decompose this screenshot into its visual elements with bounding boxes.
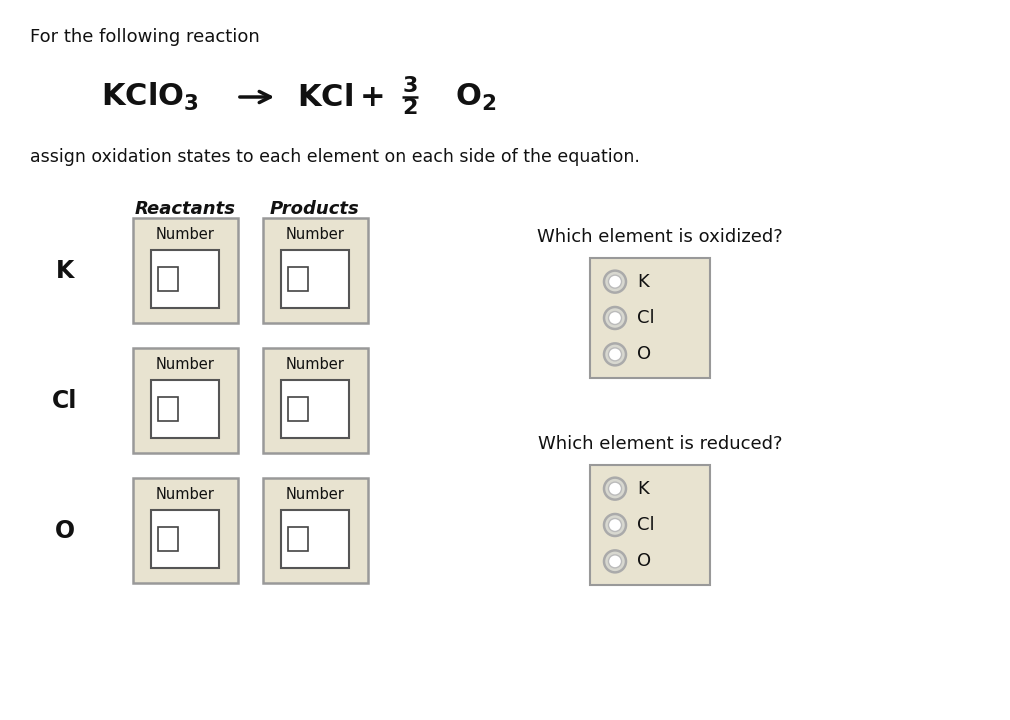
Text: Number: Number [156, 487, 214, 502]
FancyBboxPatch shape [288, 267, 308, 291]
Text: $\mathbf{KCl+}$: $\mathbf{KCl+}$ [297, 83, 384, 112]
Text: 2: 2 [402, 98, 418, 118]
Text: Number: Number [156, 227, 214, 241]
Text: Cl: Cl [637, 309, 654, 327]
Text: Number: Number [286, 227, 344, 241]
Circle shape [608, 555, 621, 568]
FancyBboxPatch shape [288, 527, 308, 551]
Circle shape [604, 550, 626, 572]
FancyBboxPatch shape [158, 397, 178, 421]
FancyBboxPatch shape [263, 348, 368, 453]
Circle shape [604, 307, 626, 329]
Text: O: O [637, 552, 651, 570]
FancyBboxPatch shape [152, 380, 219, 438]
Text: Reactants: Reactants [134, 200, 235, 218]
Text: $\mathbf{O_2}$: $\mathbf{O_2}$ [454, 81, 496, 112]
Circle shape [604, 343, 626, 365]
Text: Which element is oxidized?: Which element is oxidized? [537, 228, 783, 246]
FancyBboxPatch shape [281, 250, 349, 308]
Text: Which element is reduced?: Which element is reduced? [537, 435, 783, 453]
Circle shape [608, 312, 621, 325]
Circle shape [608, 482, 621, 495]
Text: K: K [637, 273, 648, 291]
Text: K: K [56, 258, 74, 282]
FancyBboxPatch shape [158, 527, 178, 551]
FancyBboxPatch shape [158, 267, 178, 291]
FancyBboxPatch shape [281, 380, 349, 438]
Text: Products: Products [270, 200, 360, 218]
FancyBboxPatch shape [132, 348, 237, 453]
Circle shape [608, 275, 621, 288]
FancyBboxPatch shape [590, 465, 710, 585]
Text: assign oxidation states to each element on each side of the equation.: assign oxidation states to each element … [30, 148, 640, 166]
Text: Number: Number [286, 356, 344, 372]
FancyBboxPatch shape [288, 397, 308, 421]
FancyBboxPatch shape [281, 510, 349, 568]
Text: Number: Number [286, 487, 344, 502]
Circle shape [604, 271, 626, 292]
Text: O: O [55, 518, 75, 542]
Text: For the following reaction: For the following reaction [30, 28, 260, 46]
Text: 3: 3 [402, 76, 418, 96]
FancyBboxPatch shape [263, 218, 368, 323]
Text: $\mathbf{KClO_3}$: $\mathbf{KClO_3}$ [101, 81, 199, 113]
Circle shape [608, 348, 621, 361]
Circle shape [604, 514, 626, 536]
FancyBboxPatch shape [152, 250, 219, 308]
Circle shape [608, 518, 621, 531]
FancyBboxPatch shape [263, 478, 368, 583]
Text: Cl: Cl [637, 516, 654, 534]
FancyBboxPatch shape [152, 510, 219, 568]
Text: O: O [637, 346, 651, 364]
Text: Cl: Cl [53, 389, 78, 413]
Text: K: K [637, 480, 648, 498]
FancyBboxPatch shape [132, 478, 237, 583]
Circle shape [604, 477, 626, 500]
FancyBboxPatch shape [590, 258, 710, 378]
FancyBboxPatch shape [132, 218, 237, 323]
Text: Number: Number [156, 356, 214, 372]
